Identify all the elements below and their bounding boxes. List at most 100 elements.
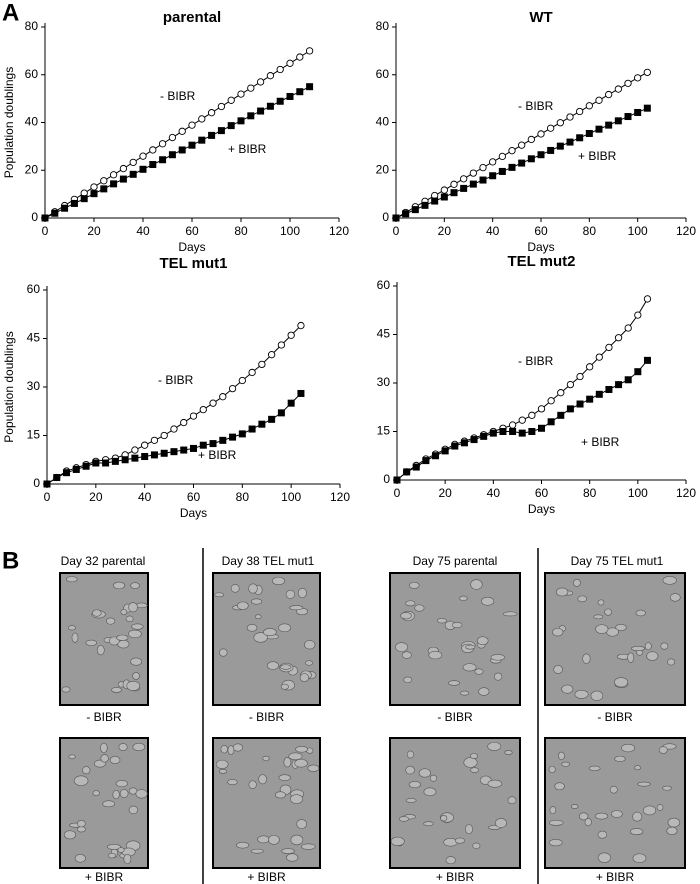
column-title: Day 75 TEL mut1 [571,554,664,568]
cell [595,624,609,634]
cell [63,830,77,840]
marker [470,436,478,444]
cell [237,601,249,610]
marker [431,197,439,205]
x-axis-label: Days [178,240,205,254]
marker [305,47,314,55]
x-tick-label: 20 [87,224,101,238]
cell [92,609,102,617]
cell [117,847,125,853]
cell [128,805,139,815]
cell [418,768,432,778]
cell [271,576,286,585]
marker [208,131,216,139]
cell [253,632,268,643]
marker [403,468,411,476]
cell [548,838,563,847]
condition-label: - BIBR [437,710,473,724]
cell [667,817,681,828]
cell [502,611,518,617]
chart-title: TEL mut1 [159,255,227,272]
y-tick-label: 80 [376,19,390,33]
marker [411,206,419,214]
cell [109,756,121,764]
cell [128,602,138,613]
marker [412,463,420,471]
cell [295,745,308,753]
marker [538,424,545,432]
cell [578,812,589,821]
cell [400,612,412,620]
series-label: + BIBR [228,142,267,156]
cell [227,779,238,786]
marker [277,409,285,417]
cell [423,821,434,827]
cell [662,785,672,791]
cell [429,774,438,782]
cell [577,595,588,603]
cell [582,653,591,664]
cell [262,755,270,761]
marker [257,107,265,115]
x-tick-label: 80 [234,224,248,238]
cell [227,745,235,755]
x-tick-label: 80 [583,224,597,238]
x-tick-label: 0 [42,224,49,238]
cell [102,800,116,808]
cell [289,605,304,611]
marker [432,452,440,460]
cell [112,790,120,800]
cell [218,768,228,774]
cell [398,816,409,822]
cell [66,576,78,583]
marker [131,446,139,454]
cell [281,848,295,854]
marker [238,376,246,385]
marker [129,158,137,167]
series-line [44,86,310,219]
marker [469,180,477,188]
marker [276,97,284,105]
cell [554,782,565,791]
cell [100,742,108,753]
cell [561,761,570,767]
x-tick-label: 60 [187,490,201,504]
cell [437,618,447,624]
cell [644,642,652,651]
marker [266,102,274,110]
marker [168,133,177,142]
cell [254,614,262,620]
x-tick-label: 40 [136,224,150,238]
marker [111,457,119,465]
cell [470,579,483,590]
cell [301,843,316,850]
series-label: - BIBR [160,89,196,103]
marker [149,161,157,169]
cell [635,609,646,617]
cell [111,687,122,693]
marker [139,152,147,160]
marker [102,459,110,467]
cell [637,781,651,787]
condition-label: + BIBR [596,870,635,884]
cell [460,690,470,696]
marker [286,59,294,67]
marker [586,395,594,403]
marker [566,380,575,389]
marker [614,85,622,93]
marker [392,214,400,222]
marker [237,90,245,98]
marker [527,135,535,144]
chart-title: parental [163,9,221,26]
marker [576,134,584,142]
y-tick-label: 30 [27,379,41,393]
cell [405,798,417,803]
chart-title: TEL mut2 [507,253,575,270]
x-tick-label: 80 [236,490,250,504]
marker [199,441,207,449]
cell [476,636,489,646]
marker [537,405,546,413]
marker [237,117,245,125]
marker [518,159,526,167]
cell [266,661,279,670]
